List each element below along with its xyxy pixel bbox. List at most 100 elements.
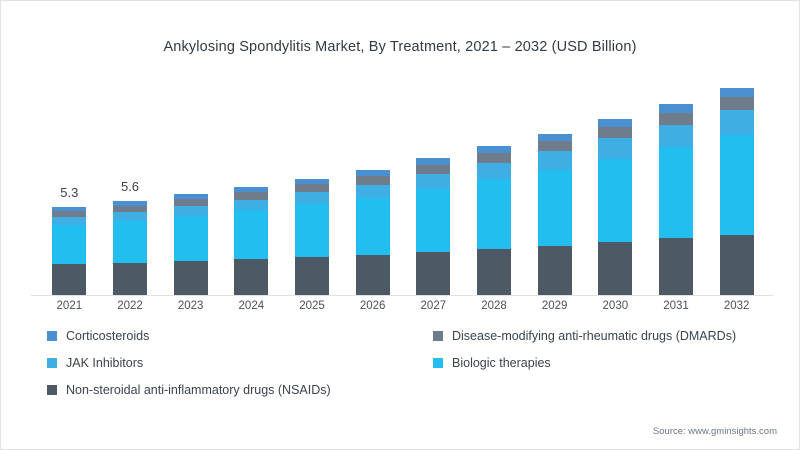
source-attribution: Source: www.gminsights.com <box>652 426 777 437</box>
x-tick-2026: 2026 <box>359 300 386 312</box>
bar-segment <box>113 220 147 263</box>
bar-segment <box>113 262 147 295</box>
bar-2028[interactable] <box>477 146 511 295</box>
legend-item-label: Biologic therapies <box>452 356 551 370</box>
bar-segment <box>416 188 451 252</box>
bar-segment <box>659 103 693 113</box>
bar-2023[interactable] <box>173 194 208 295</box>
bar-segment <box>355 184 390 198</box>
bar-2032[interactable] <box>719 87 754 295</box>
bar-2026[interactable] <box>355 170 390 295</box>
x-tick-2028: 2028 <box>481 300 507 312</box>
bar-segment <box>355 197 390 255</box>
legend-item-dmards[interactable]: Disease-modifying anti-rheumatic drugs (… <box>433 329 736 343</box>
x-tick-2021: 2021 <box>56 300 83 312</box>
bar-2025[interactable] <box>295 179 329 295</box>
bar-segment <box>719 234 754 295</box>
legend-item-label: Disease-modifying anti-rheumatic drugs (… <box>452 329 737 343</box>
bar-segment <box>598 126 633 139</box>
chart-legend: Corticosteroids Disease-modifying anti-r… <box>47 329 761 410</box>
legend-item-nsaids[interactable]: Non-steroidal anti-inflammatory drugs (N… <box>47 383 331 397</box>
bar-segment <box>537 169 572 246</box>
legend-row: Corticosteroids Disease-modifying anti-r… <box>47 329 761 356</box>
legend-item-biologic-therapies[interactable]: Biologic therapies <box>433 356 551 370</box>
bar-segment <box>537 245 572 295</box>
bar-segment <box>113 212 147 221</box>
bar-segment <box>295 257 329 295</box>
bar-segment <box>598 158 633 243</box>
bar-segment <box>416 164 451 174</box>
bar-segment <box>173 199 208 206</box>
legend-item-corticosteroids[interactable]: Corticosteroids <box>47 329 149 343</box>
bar-segment <box>719 135 754 235</box>
bar-segment <box>659 112 693 125</box>
bar-segment <box>173 194 208 200</box>
bar-segment <box>598 242 633 295</box>
bar-segment <box>659 147 693 239</box>
legend-item-jak-inhibitors[interactable]: JAK Inhibitors <box>47 356 143 370</box>
bar-segment <box>52 217 87 226</box>
bar-segment <box>295 204 329 258</box>
bar-segment <box>416 158 451 165</box>
bar-segment <box>234 192 269 200</box>
bar-segment <box>719 87 754 98</box>
x-tick-2025: 2025 <box>299 300 325 312</box>
bar-segment <box>659 124 693 148</box>
bar-segment <box>173 215 208 261</box>
bar-2024[interactable] <box>234 187 269 295</box>
bar-segment <box>537 140 572 152</box>
bar-segment <box>719 97 754 110</box>
bar-segment <box>659 238 693 295</box>
page-title: Ankylosing Spondylitis Market, By Treatm… <box>163 39 637 55</box>
bar-value-label: 5.6 <box>120 179 140 195</box>
x-axis-baseline <box>31 295 773 296</box>
legend-swatch-icon <box>47 331 57 341</box>
bar-segment <box>477 248 511 295</box>
bar-value-label: 5.3 <box>60 184 79 200</box>
bar-segment <box>234 187 269 193</box>
legend-item-label: Corticosteroids <box>66 329 150 343</box>
bar-2031[interactable] <box>659 103 693 295</box>
bar-segment <box>598 118 633 127</box>
x-tick-2022: 2022 <box>117 300 143 312</box>
bar-segment <box>719 109 754 136</box>
bar-2030[interactable] <box>598 118 633 295</box>
bar-segment <box>477 179 511 249</box>
x-tick-2023: 2023 <box>177 300 204 312</box>
legend-item-label: Non-steroidal anti-inflammatory drugs (N… <box>66 383 331 397</box>
bar-segment <box>416 173 451 189</box>
bar-segment <box>295 184 329 193</box>
plot-area: 5.3 5.6 <box>39 87 767 295</box>
bar-segment <box>173 260 208 295</box>
bar-segment <box>52 225 87 265</box>
bar-2022[interactable]: 5.6 <box>113 179 147 295</box>
bar-segment <box>113 201 147 206</box>
bar-segment <box>477 153 511 163</box>
legend-row: Non-steroidal anti-inflammatory drugs (N… <box>47 383 761 410</box>
bar-2027[interactable] <box>416 158 451 295</box>
x-tick-2024: 2024 <box>238 300 265 312</box>
x-tick-2030: 2030 <box>602 300 629 312</box>
bar-segment <box>537 151 572 170</box>
bar-segment <box>477 146 511 154</box>
bar-segment <box>52 206 87 211</box>
bar-segment <box>52 264 87 295</box>
bar-segment <box>355 170 390 177</box>
legend-row: JAK Inhibitors Biologic therapies <box>47 356 761 383</box>
bar-segment <box>113 205 147 213</box>
x-tick-2029: 2029 <box>541 300 568 312</box>
bar-2021[interactable]: 5.3 <box>52 185 87 295</box>
bar-segment <box>295 179 329 185</box>
x-axis-tick-labels: 2021 2022 2023 2024 2025 2026 2027 2028 2029 2030… <box>39 300 767 320</box>
bar-segment <box>416 251 451 295</box>
x-tick-2031: 2031 <box>663 300 689 312</box>
bar-2029[interactable] <box>537 133 572 295</box>
bar-segment <box>234 199 269 211</box>
legend-swatch-icon <box>433 331 443 341</box>
legend-swatch-icon <box>47 385 57 395</box>
bar-segment <box>355 254 390 295</box>
bar-segment <box>355 176 390 185</box>
bar-segment <box>234 210 269 260</box>
x-tick-2027: 2027 <box>420 300 447 312</box>
